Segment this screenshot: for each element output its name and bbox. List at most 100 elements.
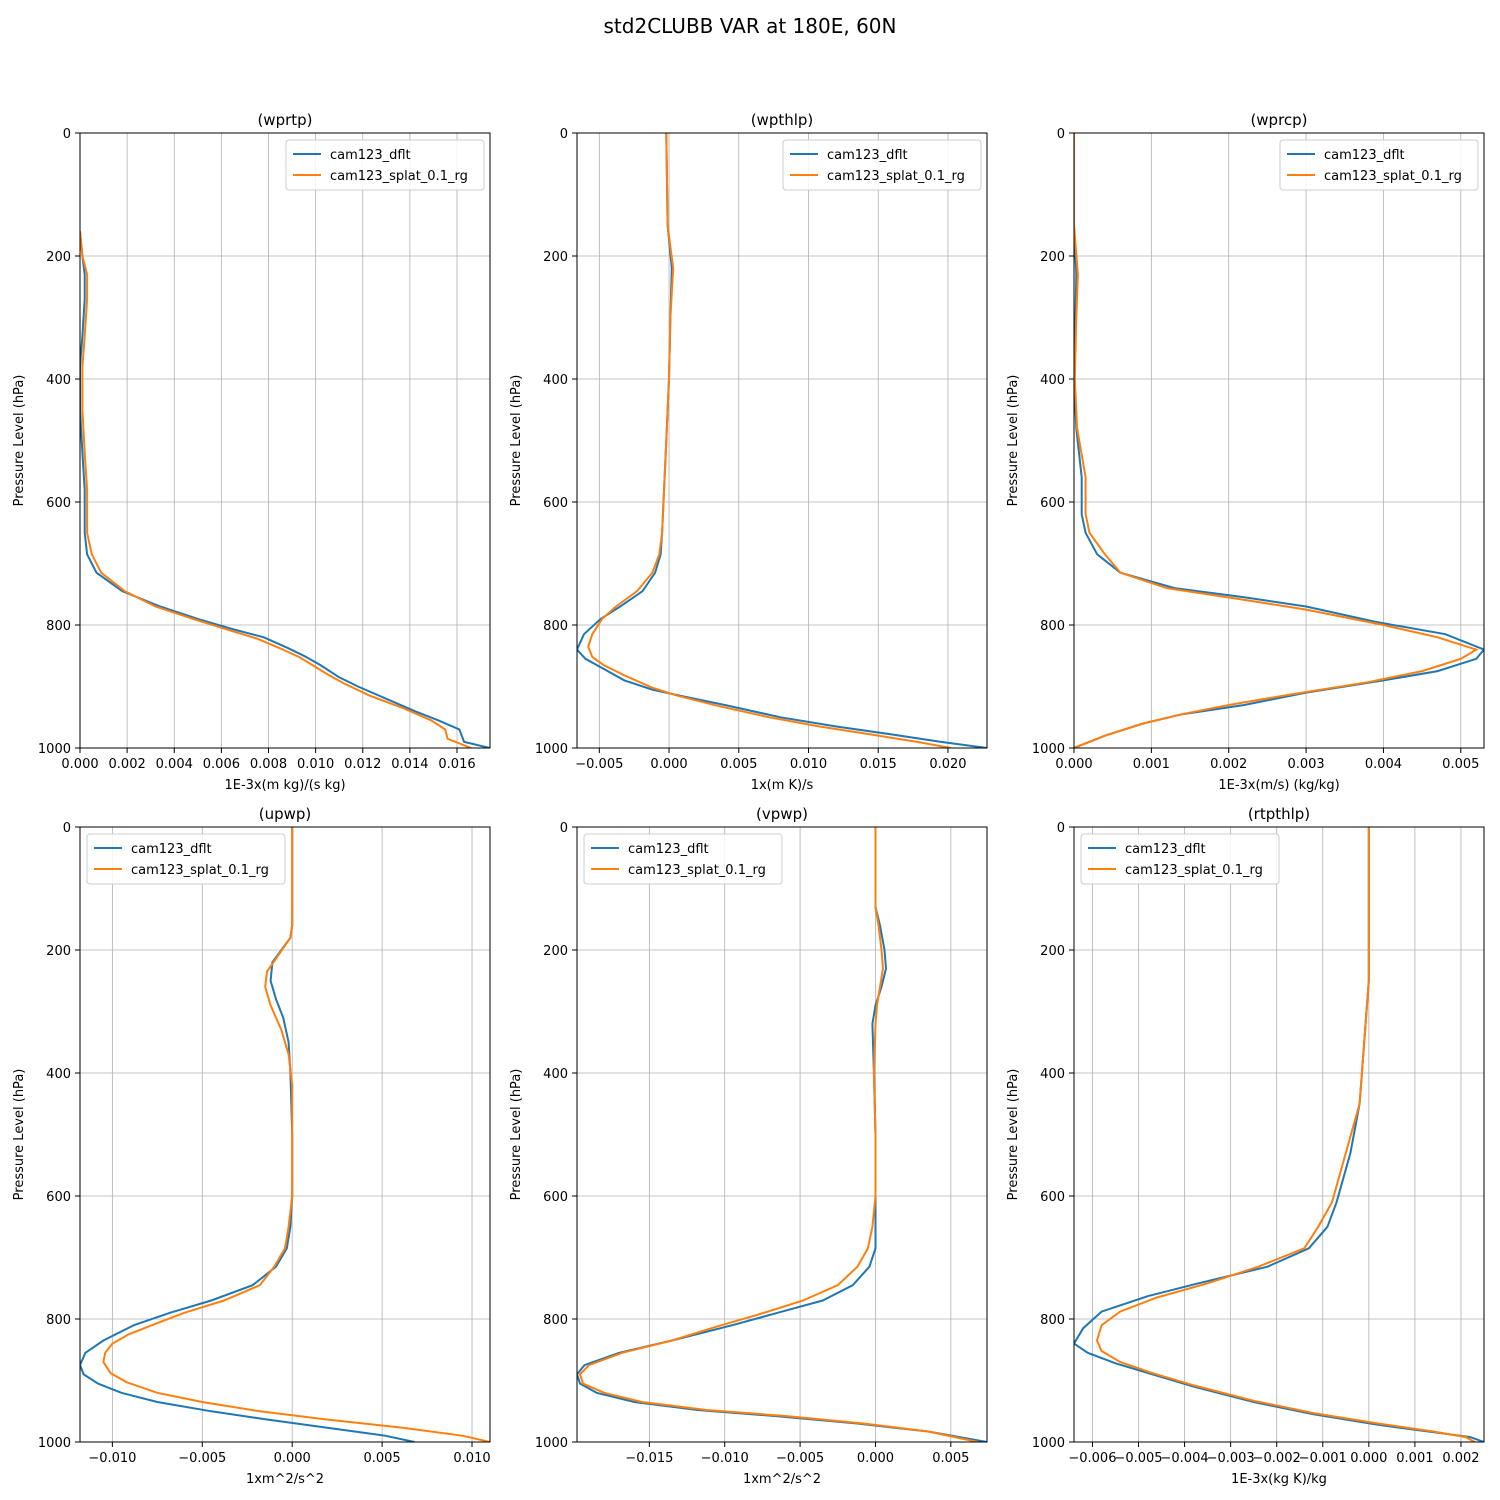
series-line-a [80, 231, 490, 748]
chart-title: (vpwp) [756, 805, 808, 823]
y-tick-label: 0 [63, 821, 71, 836]
legend-label: cam123_splat_0.1_rg [131, 863, 269, 878]
legend-box [1279, 139, 1479, 191]
y-tick-label: 200 [46, 944, 71, 959]
y-axis-label: Pressure Level (hPa) [509, 1069, 524, 1201]
x-tick-label: −0.001 [1299, 1451, 1347, 1466]
plot-frame [576, 132, 988, 749]
y-tick-label: 800 [46, 1313, 71, 1328]
y-tick-label: 0 [560, 821, 568, 836]
legend-box [1080, 833, 1280, 885]
x-tick-label: 0.001 [1133, 757, 1170, 772]
x-axis-label: 1x(m K)/s [751, 778, 814, 793]
x-tick-label: −0.005 [178, 1451, 226, 1466]
x-tick-label: 0.005 [932, 1451, 969, 1466]
y-tick-label: 400 [46, 1067, 71, 1082]
x-tick-label: 0.000 [1055, 757, 1092, 772]
x-tick-label: 0.005 [1442, 757, 1479, 772]
x-tick-label: 0.004 [156, 757, 193, 772]
y-tick-label: 1000 [38, 742, 71, 757]
y-axis-label: Pressure Level (hPa) [1006, 1069, 1021, 1201]
x-tick-label: 0.010 [790, 757, 827, 772]
plot-frame [79, 826, 491, 1443]
legend-label: cam123_dflt [1324, 148, 1405, 163]
y-tick-label: 0 [1057, 127, 1065, 142]
plot-frame [1073, 826, 1485, 1443]
y-tick-label: 200 [1040, 944, 1065, 959]
y-axis-label: Pressure Level (hPa) [1006, 375, 1021, 507]
x-tick-label: 0.000 [857, 1451, 894, 1466]
x-tick-label: 0.006 [203, 757, 240, 772]
y-tick-label: 600 [543, 1190, 568, 1205]
y-tick-label: 400 [543, 1067, 568, 1082]
figure-title: std2CLUBB VAR at 180E, 60N [603, 14, 897, 38]
y-tick-label: 800 [46, 619, 71, 634]
x-tick-label: 0.002 [1442, 1451, 1479, 1466]
chart-title: (wprtp) [257, 111, 312, 129]
x-tick-label: 0.002 [1210, 757, 1247, 772]
x-tick-label: −0.010 [88, 1451, 136, 1466]
y-axis-label: Pressure Level (hPa) [12, 375, 27, 507]
y-tick-label: 800 [1040, 619, 1065, 634]
legend: cam123_dflt cam123_splat_0.1_rg [86, 833, 286, 885]
y-tick-label: 800 [543, 1313, 568, 1328]
x-tick-label: 0.008 [250, 757, 287, 772]
y-tick-label: 0 [1057, 821, 1065, 836]
x-tick-label: 0.000 [274, 1451, 311, 1466]
legend-label: cam123_splat_0.1_rg [628, 863, 766, 878]
x-tick-label: 0.002 [109, 757, 146, 772]
y-tick-label: 600 [1040, 496, 1065, 511]
x-tick-label: 0.005 [720, 757, 757, 772]
legend: cam123_dflt cam123_splat_0.1_rg [583, 833, 783, 885]
legend-label: cam123_dflt [628, 842, 709, 857]
y-tick-label: 200 [543, 250, 568, 265]
legend-label: cam123_splat_0.1_rg [1324, 169, 1462, 184]
y-tick-label: 200 [543, 944, 568, 959]
series-line-b [1074, 133, 1479, 748]
legend: cam123_dflt cam123_splat_0.1_rg [1080, 833, 1280, 885]
legend-label: cam123_splat_0.1_rg [1125, 863, 1263, 878]
y-tick-label: 600 [46, 1190, 71, 1205]
y-tick-label: 800 [543, 619, 568, 634]
y-tick-label: 0 [560, 127, 568, 142]
y-tick-label: 600 [1040, 1190, 1065, 1205]
legend-label: cam123_dflt [1125, 842, 1206, 857]
series-line-b [102, 827, 490, 1442]
legend: cam123_dflt cam123_splat_0.1_rg [1279, 139, 1479, 191]
x-tick-label: 0.020 [929, 757, 966, 772]
y-axis-label: Pressure Level (hPa) [12, 1069, 27, 1201]
y-tick-label: 1000 [1032, 742, 1065, 757]
y-tick-label: 400 [46, 373, 71, 388]
x-tick-label: 0.010 [297, 757, 334, 772]
x-tick-label: 0.010 [453, 1451, 490, 1466]
y-tick-label: 1000 [38, 1436, 71, 1451]
plot-frame [1073, 132, 1485, 749]
y-tick-label: 1000 [535, 1436, 568, 1451]
x-axis-label: 1xm^2/s^2 [743, 1472, 821, 1487]
x-tick-label: 0.015 [860, 757, 897, 772]
x-tick-label: −0.005 [776, 1451, 824, 1466]
legend-label: cam123_splat_0.1_rg [330, 169, 468, 184]
x-tick-label: 0.001 [1396, 1451, 1433, 1466]
x-axis-label: 1E-3x(m kg)/(s kg) [224, 778, 345, 793]
series-line-a [577, 133, 987, 748]
x-tick-label: −0.006 [1068, 1451, 1116, 1466]
series-line-b [578, 827, 979, 1442]
x-tick-label: −0.015 [625, 1451, 673, 1466]
y-tick-label: 400 [1040, 1067, 1065, 1082]
chart-panel-1: 0.000 0.002 0.004 0.006 0.008 0.010 0.012 0.014… [12, 111, 491, 793]
series-line-a [1074, 827, 1484, 1442]
x-tick-label: −0.005 [575, 757, 623, 772]
x-tick-label: −0.005 [1114, 1451, 1162, 1466]
x-tick-label: −0.010 [701, 1451, 749, 1466]
plot-frame [576, 826, 988, 1443]
x-tick-label: 0.014 [391, 757, 428, 772]
legend-box [782, 139, 982, 191]
series-line-b [587, 133, 951, 748]
series-line-b [1095, 827, 1476, 1442]
x-tick-label: 0.005 [363, 1451, 400, 1466]
chart-title: (wpthlp) [751, 111, 814, 129]
chart-title: (rtpthlp) [1248, 805, 1310, 823]
chart-panel-4: −0.010 −0.005 0.000 0.005 0.010 0 200 400 600 800… [12, 805, 491, 1487]
x-tick-label: −0.002 [1253, 1451, 1301, 1466]
